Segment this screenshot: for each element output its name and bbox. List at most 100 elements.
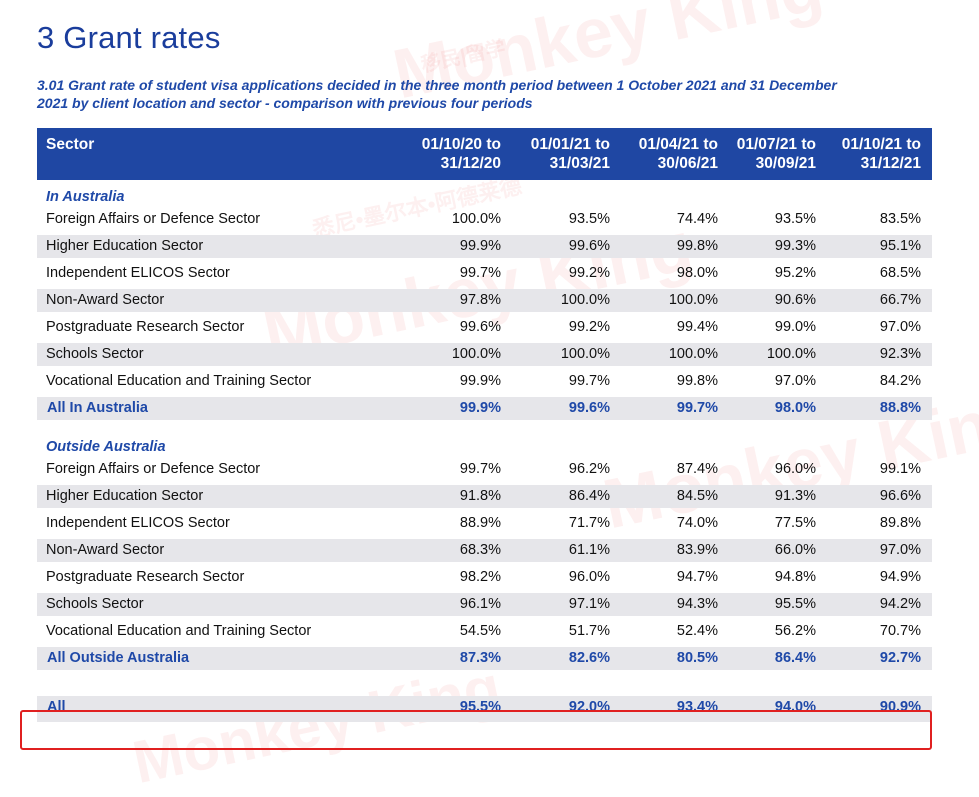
highlight-box bbox=[20, 710, 932, 750]
section-heading: Outside Australia bbox=[37, 430, 932, 456]
rate-cell: 98.0% bbox=[774, 400, 816, 416]
rate-cell: 100.0% bbox=[451, 211, 501, 227]
sector-label: Higher Education Sector bbox=[46, 238, 204, 254]
sector-label: Schools Sector bbox=[46, 596, 144, 612]
sector-label: Higher Education Sector bbox=[46, 488, 204, 504]
table-row: Postgraduate Research Sector 98.2% 96.0% 94… bbox=[37, 564, 932, 591]
rate-cell: 54.5% bbox=[459, 623, 501, 639]
sector-label: Foreign Affairs or Defence Sector bbox=[46, 211, 261, 227]
sector-label: Foreign Affairs or Defence Sector bbox=[46, 461, 261, 477]
spacer bbox=[37, 422, 932, 430]
sector-label: All In Australia bbox=[47, 400, 148, 416]
rate-cell: 99.2% bbox=[568, 265, 610, 281]
rate-cell: 86.4% bbox=[774, 650, 816, 666]
header-period-line2: 30/09/21 bbox=[755, 155, 816, 172]
header-period-line1: 01/04/21 to bbox=[638, 136, 718, 153]
header-period: 01/07/21 to 30/09/21 bbox=[706, 135, 816, 173]
sector-label: Schools Sector bbox=[46, 346, 144, 362]
sector-label: Vocational Education and Training Sector bbox=[46, 373, 312, 389]
outside-australia-rows: Foreign Affairs or Defence Sector 99.7% 96… bbox=[37, 456, 932, 672]
rate-cell: 99.9% bbox=[459, 373, 501, 389]
rate-cell: 92.7% bbox=[879, 650, 921, 666]
rate-cell: 100.0% bbox=[560, 346, 610, 362]
rate-cell: 96.0% bbox=[774, 461, 816, 477]
rate-cell: 61.1% bbox=[568, 542, 610, 558]
table-row: Foreign Affairs or Defence Sector 100.0% 9… bbox=[37, 206, 932, 233]
header-sector: Sector bbox=[46, 136, 95, 153]
rate-cell: 100.0% bbox=[668, 346, 718, 362]
rate-cell: 99.2% bbox=[568, 319, 610, 335]
rate-cell: 91.3% bbox=[774, 488, 816, 504]
rate-cell: 99.8% bbox=[676, 238, 718, 254]
rate-cell: 100.0% bbox=[560, 292, 610, 308]
section-heading-label: Outside Australia bbox=[46, 439, 166, 455]
rate-cell: 68.3% bbox=[459, 542, 501, 558]
header-period-line1: 01/10/21 to bbox=[841, 136, 921, 153]
rate-cell: 82.6% bbox=[568, 650, 610, 666]
rate-cell: 99.4% bbox=[676, 319, 718, 335]
rate-cell: 87.3% bbox=[459, 650, 501, 666]
rate-cell: 66.7% bbox=[879, 292, 921, 308]
page-title: 3 Grant rates bbox=[37, 20, 221, 55]
rate-cell: 84.2% bbox=[879, 373, 921, 389]
rate-cell: 99.9% bbox=[459, 238, 501, 254]
header-period: 01/04/21 to 30/06/21 bbox=[608, 135, 718, 173]
rate-cell: 68.5% bbox=[879, 265, 921, 281]
sector-label: Independent ELICOS Sector bbox=[46, 265, 230, 281]
rate-cell: 94.3% bbox=[676, 596, 718, 612]
rate-cell: 74.0% bbox=[676, 515, 718, 531]
rate-cell: 93.5% bbox=[774, 211, 816, 227]
table-header: Sector 01/10/20 to 31/12/20 01/01/21 to … bbox=[37, 128, 932, 180]
rate-cell: 52.4% bbox=[676, 623, 718, 639]
table-row: Postgraduate Research Sector 99.6% 99.2% 99… bbox=[37, 314, 932, 341]
header-period-line2: 31/03/21 bbox=[549, 155, 610, 172]
table-row: Non-Award Sector 97.8% 100.0% 100.0% 90.6% 66… bbox=[37, 287, 932, 314]
rate-cell: 99.3% bbox=[774, 238, 816, 254]
rate-cell: 99.0% bbox=[774, 319, 816, 335]
header-period-line1: 01/01/21 to bbox=[530, 136, 610, 153]
rate-cell: 95.1% bbox=[879, 238, 921, 254]
rate-cell: 96.1% bbox=[459, 596, 501, 612]
table-row: Non-Award Sector 68.3% 61.1% 83.9% 66.0% 97.0… bbox=[37, 537, 932, 564]
rate-cell: 100.0% bbox=[668, 292, 718, 308]
rate-cell: 98.0% bbox=[676, 265, 718, 281]
rate-cell: 93.5% bbox=[568, 211, 610, 227]
rate-cell: 74.4% bbox=[676, 211, 718, 227]
sector-label: All Outside Australia bbox=[47, 650, 190, 666]
table-row: Foreign Affairs or Defence Sector 99.7% 96… bbox=[37, 456, 932, 483]
table-row: Vocational Education and Training Sector… bbox=[37, 368, 932, 395]
sector-label: Independent ELICOS Sector bbox=[46, 515, 230, 531]
rate-cell: 97.1% bbox=[568, 596, 610, 612]
rate-cell: 66.0% bbox=[774, 542, 816, 558]
section-heading-label: In Australia bbox=[46, 189, 125, 205]
header-period: 01/01/21 to 31/03/21 bbox=[500, 135, 610, 173]
rate-cell: 94.8% bbox=[774, 569, 816, 585]
rate-cell: 99.6% bbox=[459, 319, 501, 335]
rate-cell: 97.0% bbox=[774, 373, 816, 389]
spacer bbox=[37, 672, 932, 694]
table-row: Independent ELICOS Sector 88.9% 71.7% 74.0%… bbox=[37, 510, 932, 537]
header-period-line1: 01/10/20 to bbox=[421, 136, 501, 153]
rate-cell: 100.0% bbox=[766, 346, 816, 362]
rate-cell: 97.0% bbox=[879, 319, 921, 335]
header-period-line2: 31/12/21 bbox=[860, 155, 921, 172]
rate-cell: 94.7% bbox=[676, 569, 718, 585]
rate-cell: 99.8% bbox=[676, 373, 718, 389]
section-heading: In Australia bbox=[37, 180, 932, 206]
rate-cell: 88.9% bbox=[459, 515, 501, 531]
rate-cell: 99.7% bbox=[676, 400, 718, 416]
rate-cell: 90.6% bbox=[774, 292, 816, 308]
rate-cell: 99.7% bbox=[568, 373, 610, 389]
rate-cell: 83.9% bbox=[676, 542, 718, 558]
header-period: 01/10/20 to 31/12/20 bbox=[391, 135, 501, 173]
table-row: Independent ELICOS Sector 99.7% 99.2% 98.0%… bbox=[37, 260, 932, 287]
sector-label: Postgraduate Research Sector bbox=[46, 319, 245, 335]
rate-cell: 87.4% bbox=[676, 461, 718, 477]
rate-cell: 94.9% bbox=[879, 569, 921, 585]
rate-cell: 97.0% bbox=[879, 542, 921, 558]
header-period-line2: 30/06/21 bbox=[657, 155, 718, 172]
table-row: Higher Education Sector 91.8% 86.4% 84.5% 91… bbox=[37, 483, 932, 510]
rate-cell: 98.2% bbox=[459, 569, 501, 585]
rate-cell: 99.6% bbox=[568, 400, 610, 416]
rate-cell: 56.2% bbox=[774, 623, 816, 639]
